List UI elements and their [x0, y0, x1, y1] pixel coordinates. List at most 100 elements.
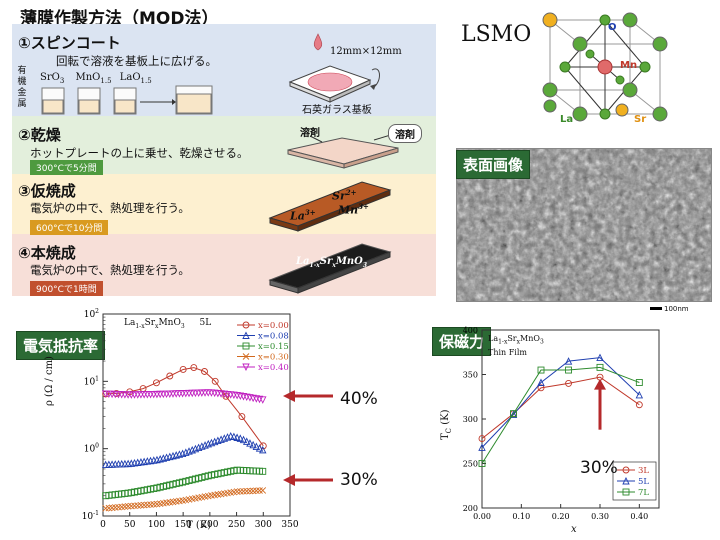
step-heading-anneal: ④本焼成 — [18, 244, 76, 262]
arrow-label-40: 40% — [340, 389, 378, 409]
resistivity-point — [166, 372, 174, 380]
arrow-40 — [283, 390, 333, 402]
resistivity-legend-marker — [242, 342, 250, 350]
resistivity-point — [259, 396, 267, 404]
coercivity-ytick-label: 200 — [463, 504, 478, 513]
resistivity-ytick-label: 10-1 — [82, 510, 99, 522]
resistivity-ytick-label: 102 — [84, 308, 99, 320]
resistivity-ytick-label: 101 — [84, 375, 99, 387]
step-heading-preanneal: ③仮焼成 — [18, 182, 76, 200]
coercivity-point — [478, 443, 486, 451]
resistivity-point — [236, 488, 244, 495]
preanneal-substrate — [268, 181, 392, 232]
coercivity-point — [478, 435, 486, 443]
coercivity-legend-marker — [622, 476, 630, 485]
organic-label: 有 機 金 属 — [17, 66, 27, 110]
coercivity-ytick-label: 250 — [463, 460, 478, 469]
resistivity-xtick-label: 150 — [175, 520, 192, 530]
resistivity-point — [179, 366, 187, 373]
coercivity-xtick-label: 0.30 — [591, 512, 609, 521]
resistivity-legend-label: x=0.00 — [258, 321, 289, 331]
anneal-substrate — [268, 243, 392, 294]
resistivity-ylabel: ρ (Ω / cm) — [44, 356, 55, 406]
resistivity-xtick-label: 50 — [124, 520, 136, 530]
ion-la: La3+ — [290, 208, 316, 223]
resistivity-point — [102, 505, 109, 512]
coercivity-legend-label: 5L — [638, 477, 649, 487]
resistivity-point — [211, 377, 219, 385]
sem-tag: 表面画像 — [456, 150, 531, 179]
resistivity-point — [201, 368, 208, 375]
resistivity-series-x=0.30: x=0.30 — [102, 353, 289, 512]
resistivity-point — [259, 445, 267, 454]
atom-label-sr: Sr — [634, 114, 647, 125]
coercivity-ytick-label: 350 — [463, 371, 478, 380]
resistivity-legend-label: x=0.15 — [258, 342, 289, 352]
resistivity-point — [255, 444, 264, 452]
resistivity-point — [243, 487, 251, 495]
crystal-structure — [542, 12, 668, 122]
substrate-illustration — [288, 33, 380, 103]
coercivity-xtick-label: 0.40 — [630, 512, 648, 521]
resistivity-point — [108, 504, 116, 512]
film-formula: La1-xSrxMnO3 — [296, 256, 368, 269]
resistivity-series-x=0.15: x=0.15 — [102, 342, 289, 500]
atom-label-o: O — [608, 22, 617, 33]
resistivity-point — [259, 487, 267, 494]
resistivity-point — [240, 488, 247, 495]
coercivity-point — [564, 357, 573, 365]
resistivity-point — [256, 487, 263, 494]
resistivity-point — [230, 432, 238, 441]
coercivity-arrow-head — [594, 378, 606, 390]
organic-label-char: 有 — [17, 66, 27, 76]
coercivity-legend-label: 7L — [638, 488, 649, 498]
organic-label-char: 金 — [17, 88, 27, 98]
coercivity-legend-label: 3L — [638, 466, 649, 476]
coercivity-xtick-label: 0.00 — [473, 512, 491, 521]
coercivity-annotation: 30% — [580, 458, 618, 478]
resistivity-point — [242, 437, 251, 445]
coercivity-ytick-label: 400 — [463, 326, 478, 335]
resistivity-legend-marker — [242, 321, 250, 329]
resistivity-legend-marker — [242, 353, 250, 360]
coercivity-ylabel: TC (K) — [440, 409, 453, 440]
arrow-label-30: 30% — [340, 470, 378, 490]
solvent-label-left: 溶剤 — [300, 128, 320, 139]
resistivity-xtick-label: 0 — [100, 520, 106, 530]
resistivity-point — [127, 502, 135, 510]
coercivity-series-3L: 3L — [478, 373, 649, 476]
resistivity-point — [239, 435, 248, 444]
step-desc-spin: 回転で溶液を基板上に広げる。 — [56, 54, 217, 68]
coercivity-point — [596, 363, 604, 371]
resistivity-xtick-label: 350 — [281, 520, 298, 530]
resistivity-point — [238, 413, 246, 420]
drying-illustration — [287, 133, 399, 169]
resistivity-point — [140, 501, 148, 509]
resistivity-legend-marker — [242, 331, 250, 339]
atom-label-la: La — [560, 114, 574, 125]
resistivity-point — [118, 503, 126, 511]
coercivity-point — [596, 353, 604, 362]
resistivity-point — [152, 379, 160, 387]
coercivity-xlabel: x — [571, 524, 577, 535]
resistivity-point — [111, 504, 119, 511]
substrate-label: 石英ガラス基板 — [302, 105, 372, 116]
resistivity-xlabel: T (K) — [186, 520, 212, 531]
resistivity-point — [253, 487, 260, 495]
resistivity-xtick-label: 250 — [228, 520, 245, 530]
coercivity-point — [635, 379, 643, 386]
coercivity-point — [565, 366, 572, 374]
resistivity-series-x=0.40: x=0.40 — [101, 363, 289, 404]
coercivity-series-7L: 7L — [478, 363, 649, 498]
resistivity-point — [134, 502, 142, 509]
resistivity-point — [190, 364, 198, 372]
resistivity-legend-label: x=0.40 — [258, 363, 289, 373]
coercivity-line — [481, 357, 640, 448]
reagent-srO3: SrO3 — [40, 72, 65, 85]
arrow-30 — [283, 474, 333, 486]
condition-preanneal: 600°Cで10分間 — [30, 220, 109, 235]
coercivity-line — [481, 366, 640, 464]
resistivity-point — [246, 439, 254, 447]
resistivity-xtick-label: 200 — [201, 520, 218, 530]
beakers-illustration — [41, 85, 213, 115]
